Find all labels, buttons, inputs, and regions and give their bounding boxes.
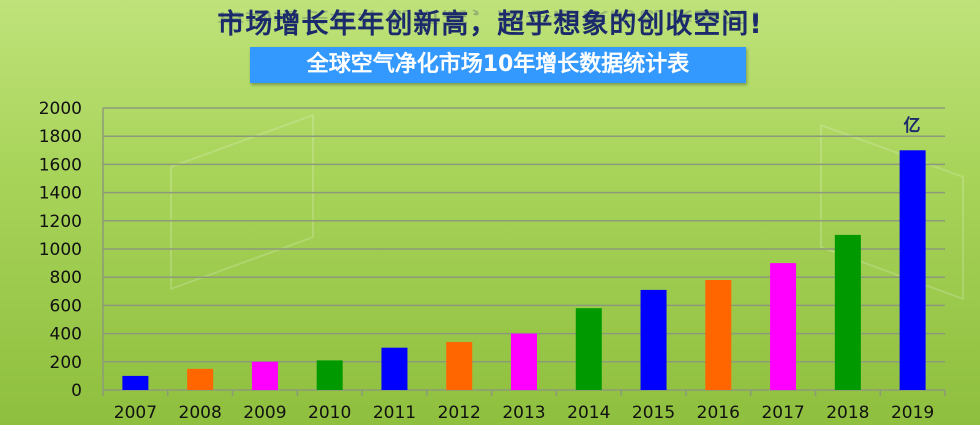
bar-2013 xyxy=(511,333,537,390)
x-axis-ticks: 2007 2008 2009 2010 2011 2012 2013 2014 2015 2016… xyxy=(114,390,946,423)
y-tick-label: 600 xyxy=(50,296,82,316)
y-tick-label: 1200 xyxy=(39,212,82,232)
y-tick-label: 400 xyxy=(50,325,82,345)
bars xyxy=(122,150,926,390)
y-tick-label: 0 xyxy=(71,381,82,401)
bar-2016 xyxy=(705,280,732,390)
bar-2009 xyxy=(251,361,278,390)
page-title: 市场增长年年创新高，超乎想象的创收空间! xyxy=(217,9,763,40)
x-tick-label: 2017 xyxy=(761,403,804,423)
y-tick-label: 1000 xyxy=(39,240,82,260)
x-tick-label: 2014 xyxy=(567,403,610,423)
bar-2017 xyxy=(770,263,797,390)
bar-2018 xyxy=(834,234,861,390)
bar-2010 xyxy=(316,360,343,390)
chart-title-banner: 全球空气净化市场10年增长数据统计表 xyxy=(250,47,746,83)
bar-2015 xyxy=(640,289,667,390)
x-tick-label: 2009 xyxy=(243,403,286,423)
y-tick-label: 2000 xyxy=(39,99,82,119)
y-tick-label: 200 xyxy=(50,353,82,373)
y-tick-label: 1600 xyxy=(39,155,82,175)
x-tick-label: 2010 xyxy=(308,403,351,423)
x-tick-label: 2013 xyxy=(502,403,545,423)
y-tick-label: 1800 xyxy=(39,127,82,147)
gridlines xyxy=(102,107,945,396)
bar-2012 xyxy=(446,342,473,390)
y-tick-label: 1400 xyxy=(39,184,82,204)
x-tick-label: 2011 xyxy=(373,403,416,423)
bar-2014 xyxy=(575,308,602,390)
bar-2011 xyxy=(381,347,408,390)
x-tick-label: 2008 xyxy=(179,403,222,423)
y-axis-ticks: 0 200 400 600 800 1000 1200 1400 1600 1800 2000 xyxy=(39,99,82,401)
bar-2019 xyxy=(899,150,926,390)
x-tick-label: 2019 xyxy=(891,403,934,423)
x-tick-label: 2007 xyxy=(114,403,157,423)
x-tick-label: 2012 xyxy=(438,403,481,423)
x-tick-label: 2016 xyxy=(697,403,740,423)
x-tick-label: 2015 xyxy=(632,403,675,423)
bar-2008 xyxy=(187,368,214,390)
unit-label: 亿 xyxy=(904,115,921,136)
y-tick-label: 800 xyxy=(50,268,82,288)
x-tick-label: 2018 xyxy=(826,403,869,423)
bar-2007 xyxy=(122,375,149,390)
